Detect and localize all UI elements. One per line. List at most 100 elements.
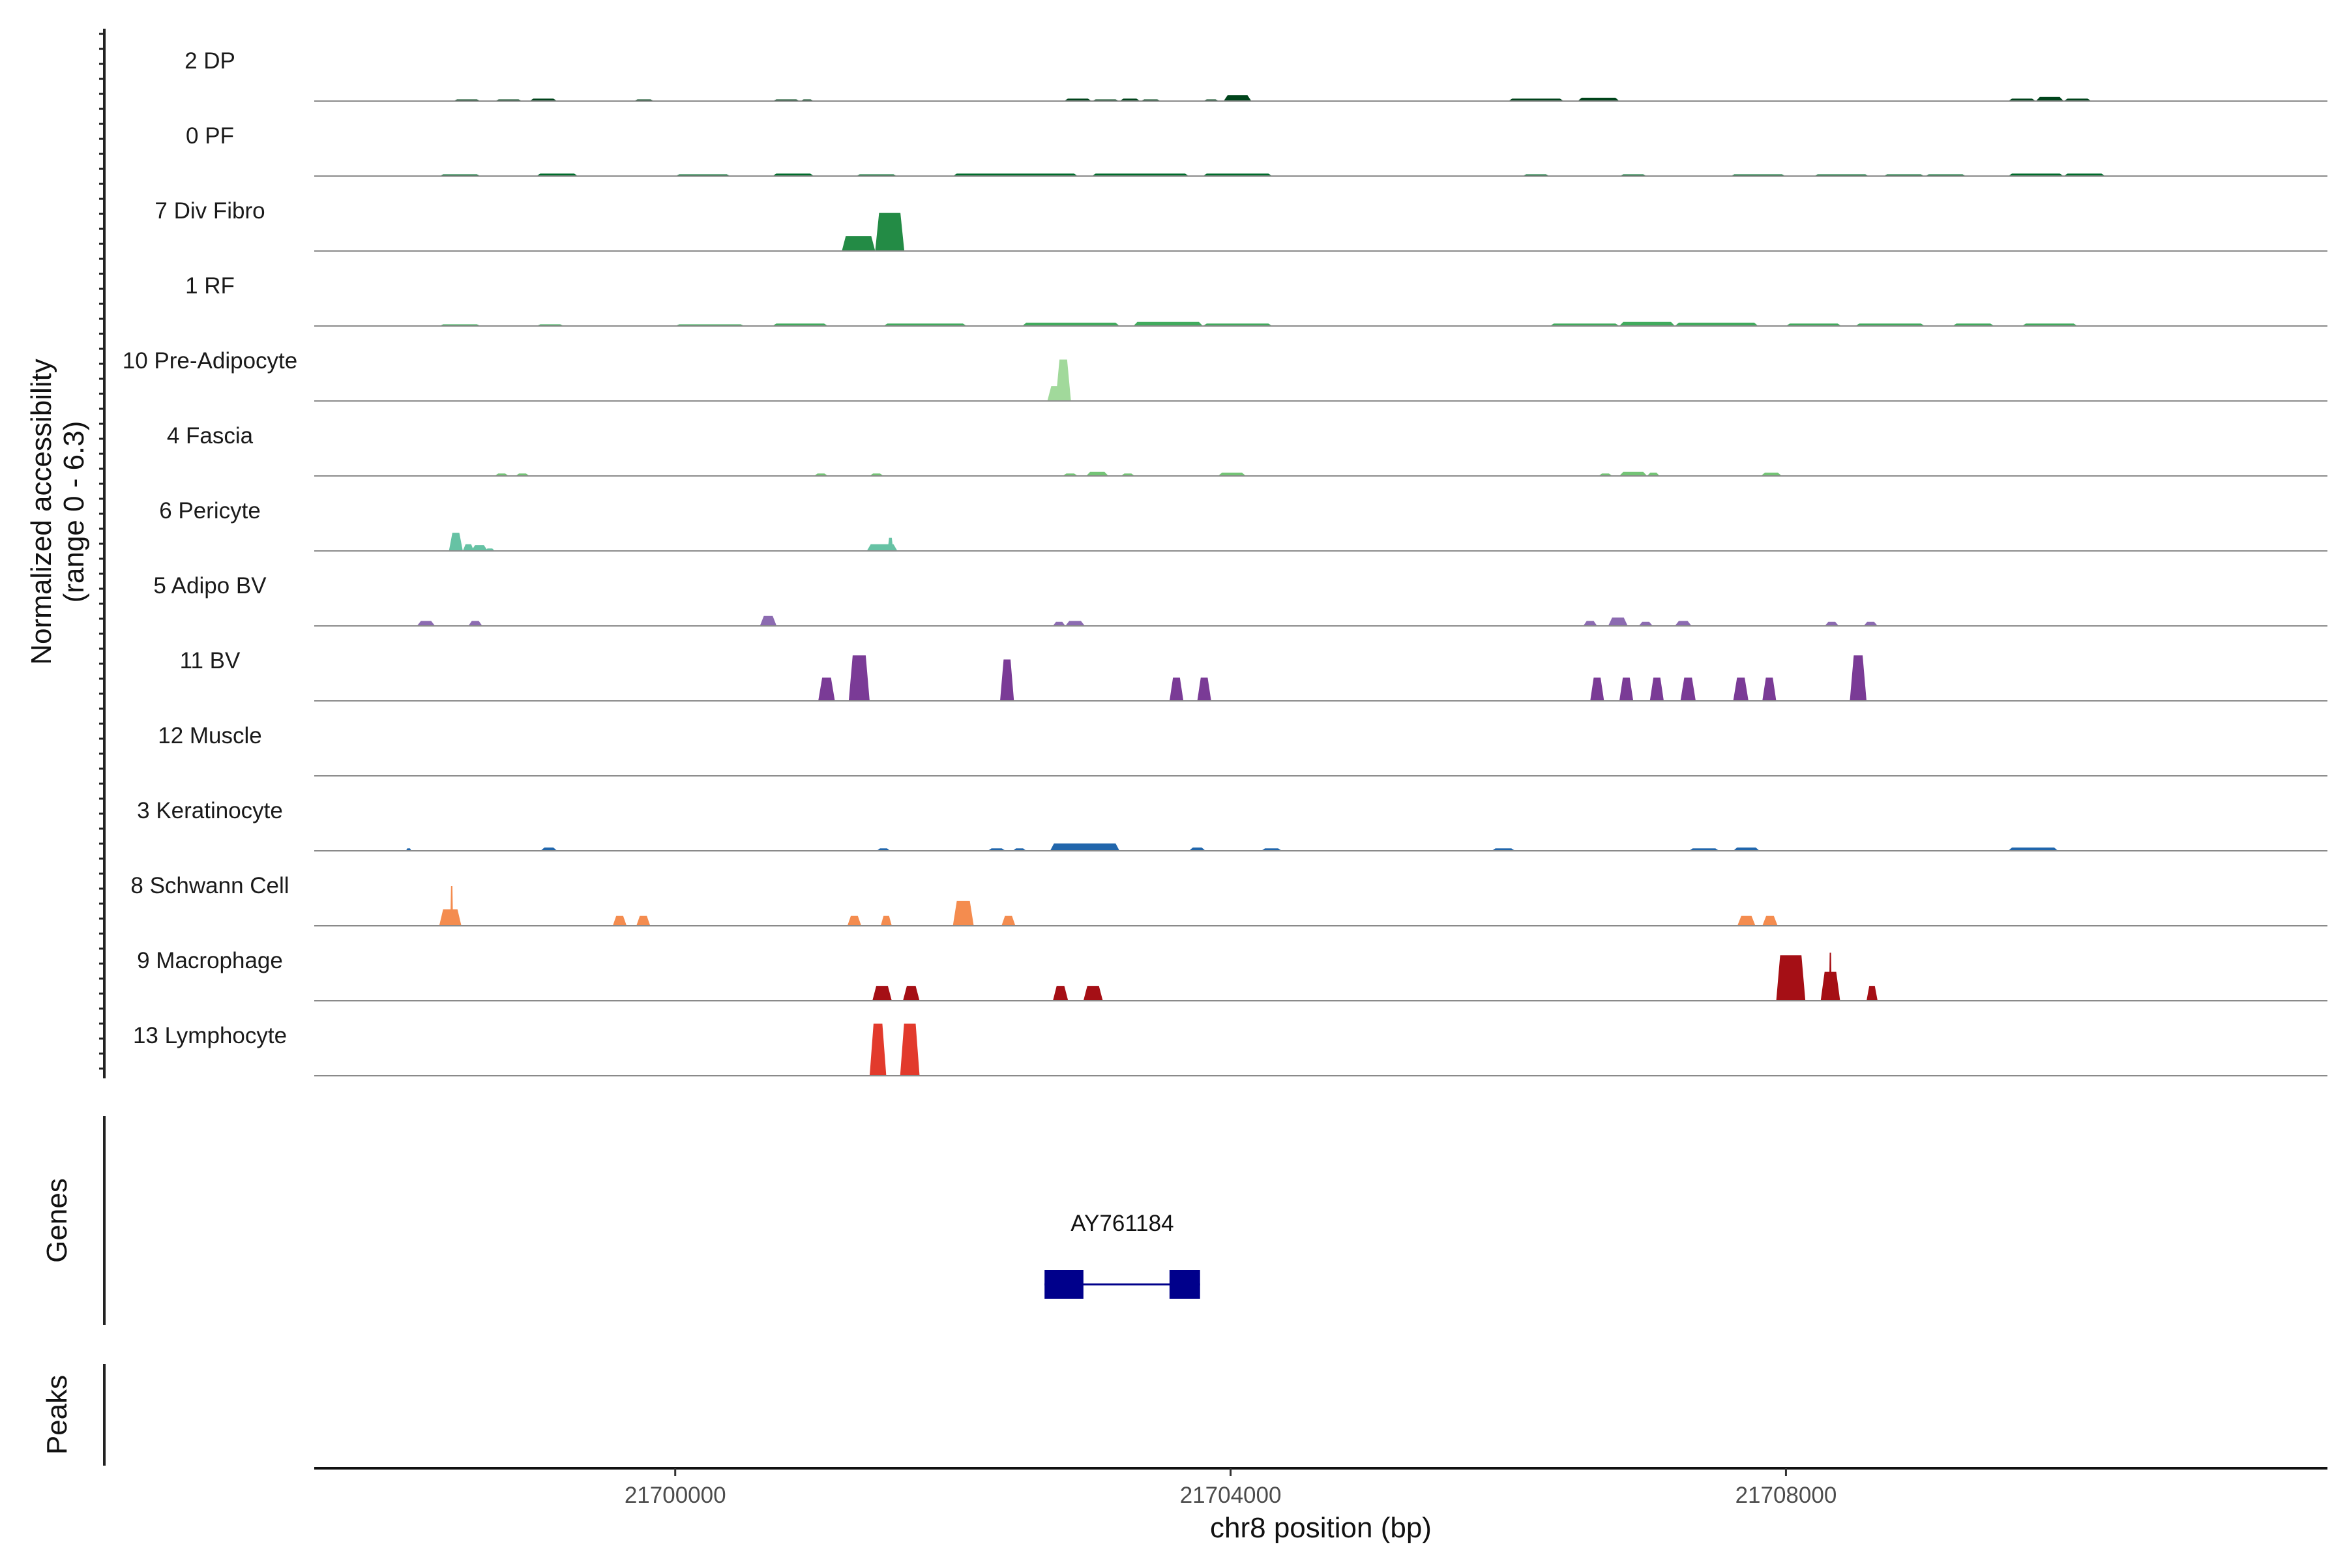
track-label: 8 Schwann Cell xyxy=(130,873,289,898)
track-label: 13 Lymphocyte xyxy=(133,1023,287,1048)
x-axis-title: chr8 position (bp) xyxy=(1210,1512,1432,1544)
coverage-peak xyxy=(1218,472,1246,476)
coverage-peak xyxy=(1197,677,1211,701)
coverage-peak xyxy=(2008,847,2058,851)
coverage-peak xyxy=(612,915,627,926)
gene-models: AY761184 xyxy=(1044,1211,1200,1299)
genes-panel-title: Genes xyxy=(41,1178,73,1263)
gene-exon xyxy=(1169,1270,1200,1299)
coverage-peak xyxy=(1223,95,1252,101)
coverage-peak xyxy=(1737,915,1756,926)
coverage-peak xyxy=(1761,472,1782,476)
track-3: 7 Div Fibro xyxy=(155,198,2327,252)
coverage-peak xyxy=(1053,621,1066,626)
coverage-peak xyxy=(903,986,920,1001)
track-1: 2 DP xyxy=(185,48,2327,102)
coverage-peak xyxy=(1619,471,1647,476)
peaks-panel-title: Peaks xyxy=(41,1375,73,1455)
coverage-peak xyxy=(462,544,474,551)
coverage-peak xyxy=(1867,986,1878,1001)
gene-exon xyxy=(1044,1270,1084,1299)
y-axis-title-line1: Normalized accessibility xyxy=(25,359,57,664)
coverage-peak xyxy=(887,537,894,551)
coverage-peak xyxy=(1619,321,1675,326)
coverage-peak xyxy=(1850,655,1867,701)
coverage-peak xyxy=(1608,617,1628,626)
track-6: 4 Fascia xyxy=(167,423,2327,477)
coverage-peak xyxy=(847,915,862,926)
coverage-peak xyxy=(869,1024,887,1076)
gene-model: AY761184 xyxy=(1044,1211,1200,1299)
coverage-peak xyxy=(636,915,651,926)
genes-panel: Genes AY761184 xyxy=(41,1116,1200,1325)
x-tick-label: 21704000 xyxy=(1180,1483,1282,1508)
coverage-peak xyxy=(1829,953,1832,1001)
coverage-peak xyxy=(1863,621,1878,626)
coverage-peak xyxy=(471,545,488,551)
track-8: 5 Adipo BV xyxy=(153,573,2327,627)
track-label: 10 Pre-Adipocyte xyxy=(123,348,297,374)
coverage-peak xyxy=(1675,322,1758,326)
coverage-peak xyxy=(1055,359,1071,401)
track-10: 12 Muscle xyxy=(158,723,2327,777)
coverage-peak xyxy=(818,677,835,701)
coverage-peak xyxy=(1583,621,1597,626)
coverage-peak xyxy=(1590,677,1604,701)
coverage-peak xyxy=(1050,843,1120,851)
track-9: 11 BV xyxy=(180,648,2327,702)
track-label: 4 Fascia xyxy=(167,423,254,449)
coverage-peak xyxy=(417,621,435,626)
coverage-peak xyxy=(450,886,453,926)
track-11: 3 Keratinocyte xyxy=(137,798,2327,851)
coverage-peak xyxy=(1733,677,1749,701)
coverage-peak xyxy=(872,986,892,1001)
coverage-peak xyxy=(1086,471,1109,476)
coverage-peak xyxy=(875,213,905,251)
coverage-peak xyxy=(880,915,892,926)
coverage-peak xyxy=(439,909,462,926)
coverage-peak xyxy=(855,675,870,701)
track-label: 12 Muscle xyxy=(158,723,262,748)
coverage-tracks: 2 DP 0 PF 7 Div Fibro 1 RF 10 Pre-Adipocyte 4… xyxy=(123,48,2327,1076)
coverage-peak xyxy=(1762,677,1777,701)
coverage-peak xyxy=(900,1024,920,1076)
track-13: 9 Macrophage xyxy=(137,948,2327,1001)
coverage-peak xyxy=(1675,621,1692,626)
coverage-peak xyxy=(1776,955,1806,1001)
track-5: 10 Pre-Adipocyte xyxy=(123,348,2327,402)
coverage-peak xyxy=(760,615,777,626)
coverage-peak xyxy=(842,236,876,251)
coverage-peak xyxy=(468,621,482,626)
coverage-peak xyxy=(1619,677,1634,701)
track-4: 1 RF xyxy=(185,273,2327,327)
coverage-peak xyxy=(1188,847,1206,851)
coverage-peak xyxy=(1825,621,1839,626)
track-12: 8 Schwann Cell xyxy=(130,873,2327,926)
coverage-peak xyxy=(540,847,557,851)
x-axis-ticks: 21700000 21704000 21708000 xyxy=(625,1468,1837,1508)
coverage-peak xyxy=(1647,472,1660,476)
coverage-peak xyxy=(2035,96,2064,101)
coverage-peak xyxy=(1649,677,1664,701)
coverage-peak xyxy=(952,900,974,926)
track-label: 0 PF xyxy=(186,123,234,149)
coverage-peak xyxy=(1733,847,1760,851)
coverage-peak xyxy=(1578,97,1619,101)
track-label: 1 RF xyxy=(185,273,235,299)
track-14: 13 Lymphocyte xyxy=(133,1023,2327,1076)
x-axis: 21700000 21704000 21708000 chr8 position (… xyxy=(314,1467,2327,1544)
gene-name-label: AY761184 xyxy=(1070,1211,1174,1236)
coverage-peak xyxy=(1022,322,1120,326)
coverage-peak xyxy=(449,533,463,551)
coverage-peak xyxy=(1638,621,1653,626)
track-2: 0 PF xyxy=(186,123,2327,177)
coverage-peak xyxy=(1762,915,1778,926)
x-tick-label: 21700000 xyxy=(625,1483,726,1508)
track-label: 7 Div Fibro xyxy=(155,198,265,224)
coverage-peak xyxy=(1001,915,1016,926)
track-label: 5 Adipo BV xyxy=(153,573,267,599)
x-tick-label: 21708000 xyxy=(1735,1483,1837,1508)
track-label: 2 DP xyxy=(185,48,235,74)
